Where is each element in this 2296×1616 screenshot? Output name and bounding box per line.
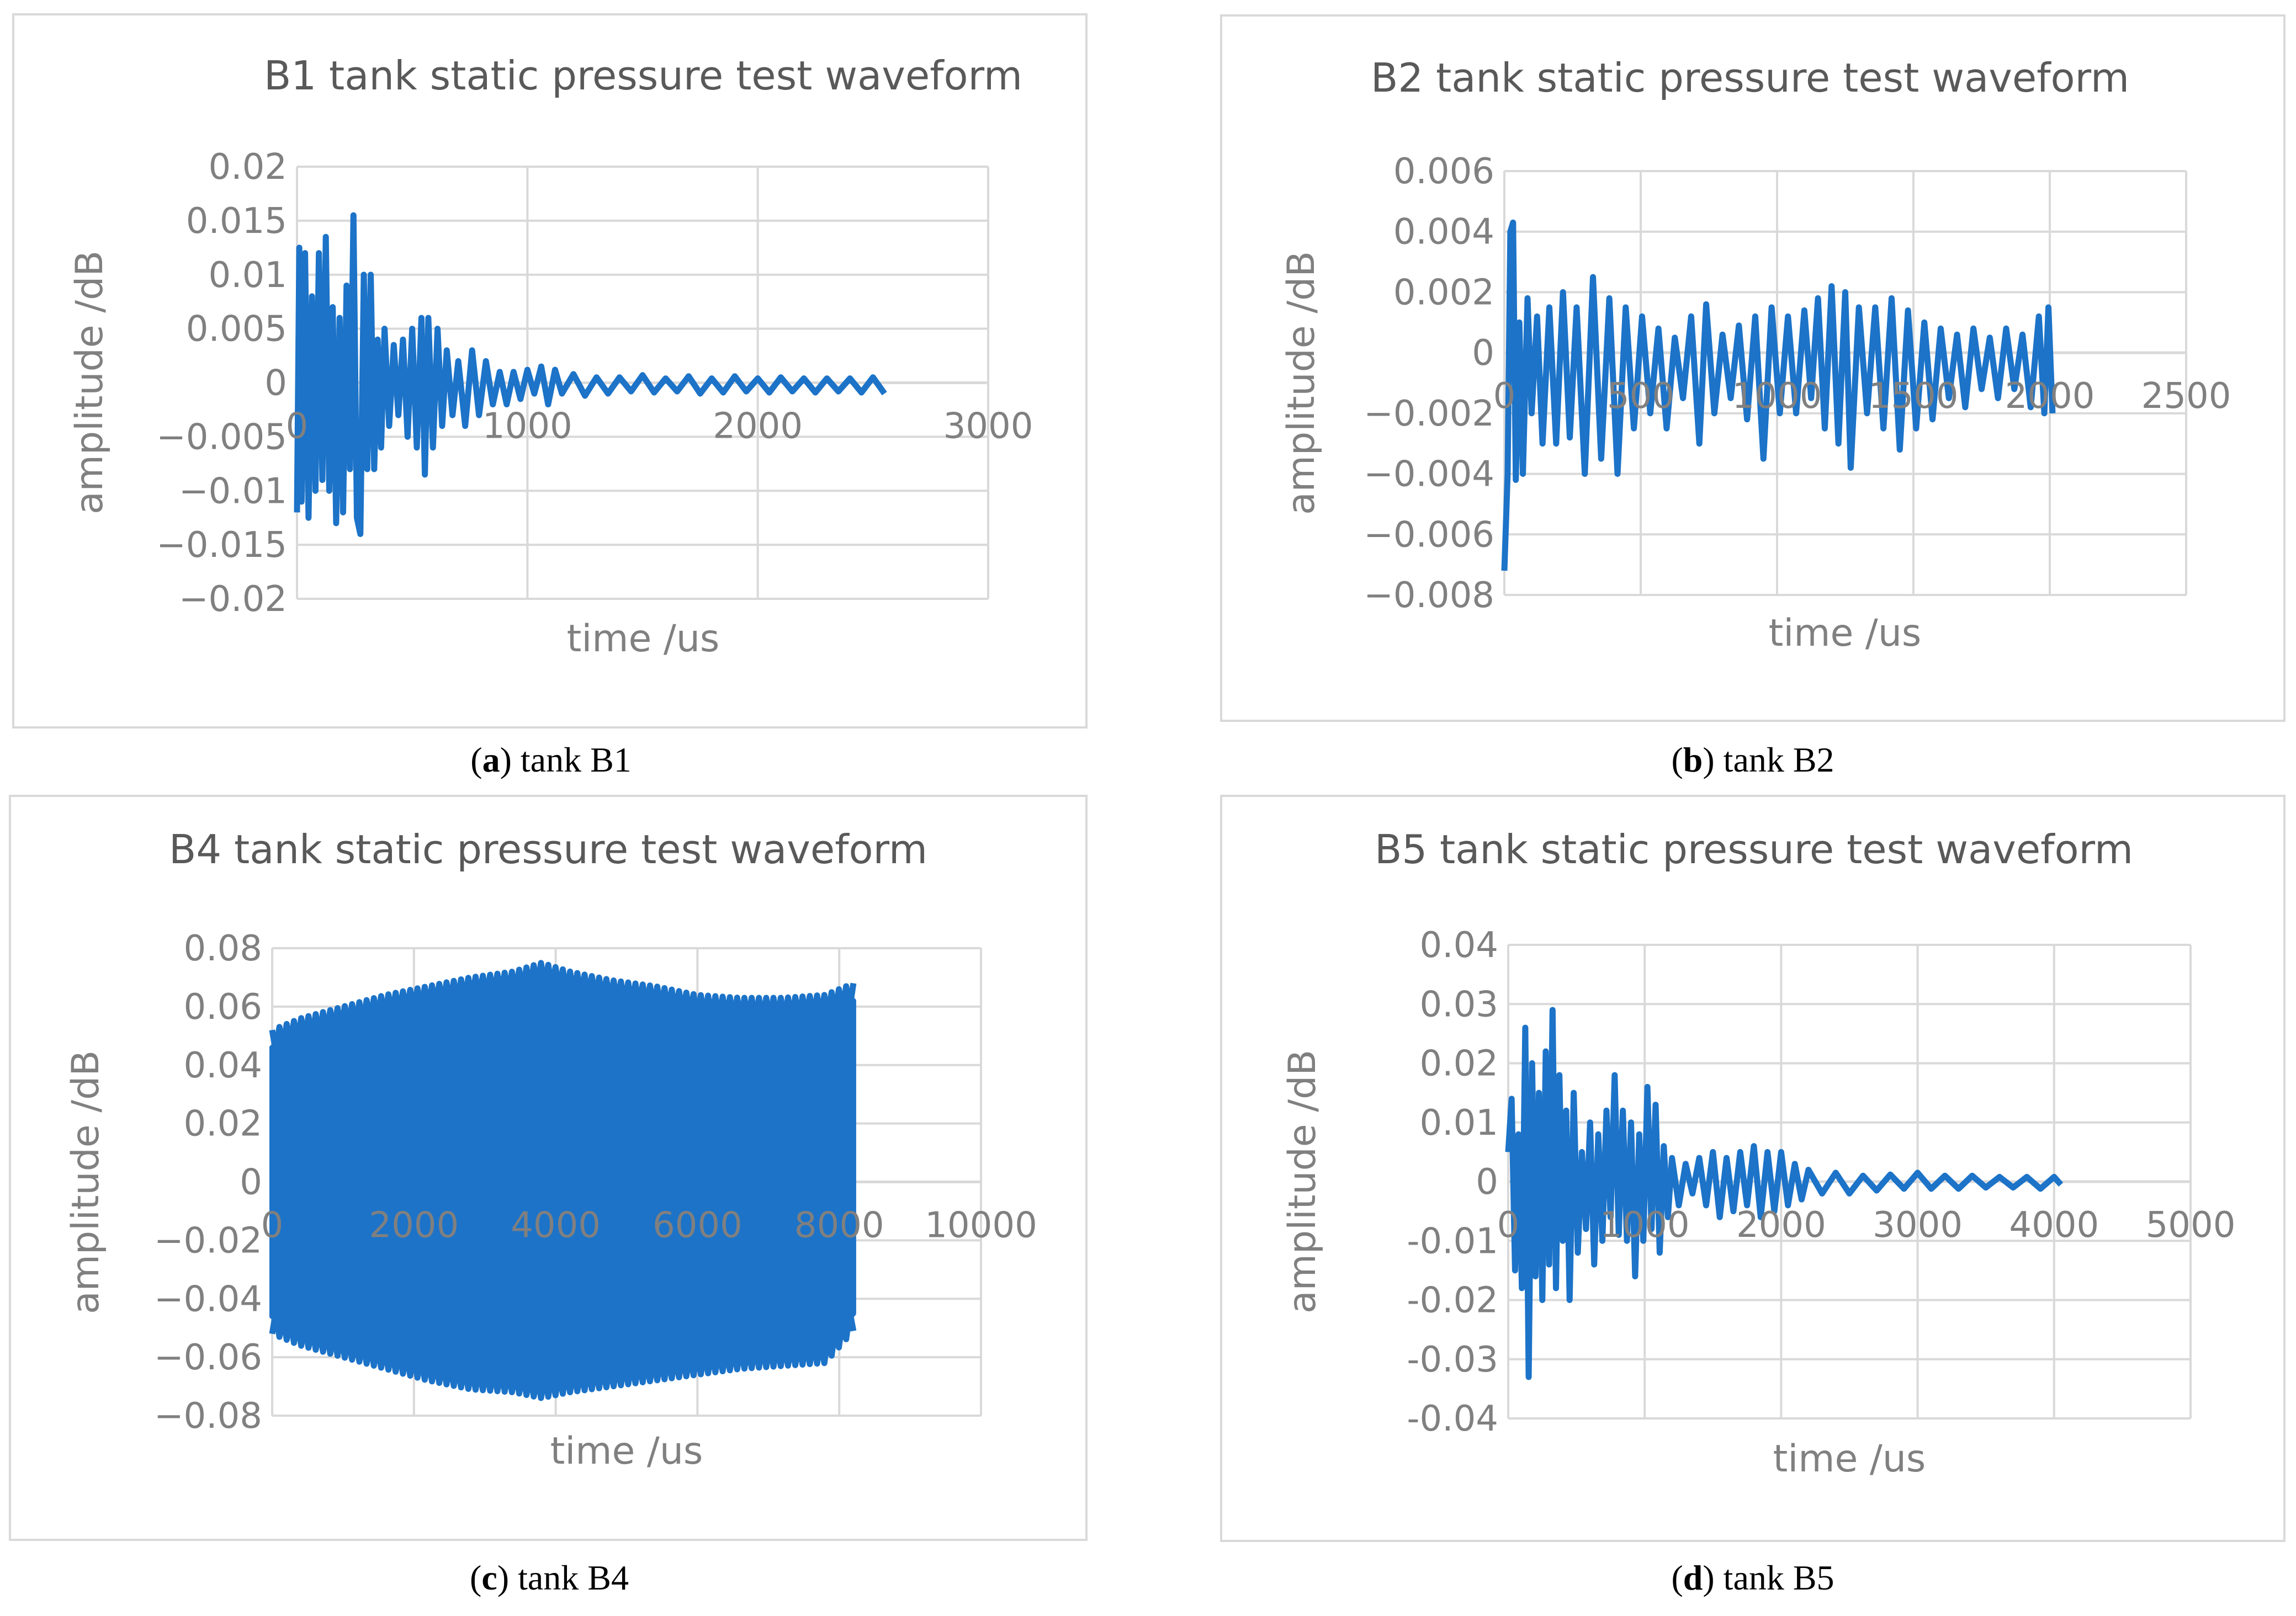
caption-letter: d — [1683, 1558, 1703, 1597]
y-tick-label: 0 — [1476, 1162, 1498, 1203]
chart-b1: B1 tank static pressure test waveform 0.0… — [68, 52, 1033, 661]
x-tick-label: 1000 — [1732, 376, 1822, 417]
x-tick-label: 4000 — [511, 1205, 601, 1246]
x-tick-label: 2000 — [2005, 376, 2095, 417]
caption-a: (a) tank B1 — [470, 740, 632, 779]
y-tick-label: −0.006 — [1364, 514, 1494, 555]
x-tick-label: 1500 — [1869, 376, 1959, 417]
waveform-line — [294, 212, 887, 538]
y-tick-label: −0.04 — [154, 1279, 262, 1320]
waveform-lower-edge — [269, 1309, 857, 1401]
y-axis-label: amplitude /dB — [1280, 251, 1323, 515]
x-tick-label: 0 — [261, 1205, 284, 1246]
y-tick-label: −0.015 — [156, 525, 287, 566]
y-tick-label: −0.005 — [156, 417, 287, 458]
y-tick-label: 0.02 — [209, 147, 288, 188]
y-tick-label: -0.03 — [1407, 1339, 1498, 1380]
x-tick-label: 10000 — [925, 1205, 1037, 1246]
chart-b2: B2 tank static pressure test waveform 0.0… — [1280, 55, 2231, 655]
chart-panel-b1: B1 tank static pressure test waveform 0.0… — [0, 0, 1148, 800]
x-axis-label: time /us — [1769, 612, 1922, 655]
y-tick-label: 0.005 — [186, 309, 287, 350]
x-axis-label: time /us — [567, 617, 720, 661]
caption-text: tank B1 — [511, 740, 632, 779]
y-tick-label: 0.01 — [209, 255, 288, 296]
x-axis-label: time /us — [550, 1429, 703, 1473]
caption-text: tank B2 — [1714, 740, 1834, 779]
chart-title: B4 tank static pressure test waveform — [169, 826, 927, 873]
y-tick-label: 0 — [1472, 333, 1494, 374]
x-tick-label: 0 — [286, 406, 309, 447]
waveform-upper-edge — [269, 960, 857, 1055]
y-tick-label: 0.015 — [186, 201, 287, 242]
y-tick-label: -0.04 — [1407, 1399, 1498, 1439]
y-tick-label: 0.02 — [1420, 1044, 1499, 1085]
chart-b4: B4 tank static pressure test waveform 0.0… — [64, 826, 1037, 1473]
caption-letter: c — [481, 1558, 497, 1597]
x-tick-label: 4000 — [2009, 1205, 2099, 1246]
x-tick-label: 3000 — [943, 406, 1033, 447]
x-tick-label: 8000 — [794, 1205, 884, 1246]
y-tick-label: 0.004 — [1393, 212, 1494, 253]
y-tick-label: −0.02 — [179, 579, 287, 620]
y-tick-label: 0.006 — [1393, 151, 1494, 192]
y-axis-label: amplitude /dB — [64, 1050, 108, 1314]
y-tick-label: −0.08 — [154, 1396, 262, 1437]
waveform-band — [269, 977, 856, 1384]
y-tick-label: 0.002 — [1393, 272, 1494, 313]
chart-panel-b4: B4 tank static pressure test waveform 0.0… — [0, 795, 1148, 1616]
y-tick-label: 0.04 — [1420, 925, 1499, 966]
chart-title: B2 tank static pressure test waveform — [1371, 55, 2129, 101]
y-tick-label: −0.004 — [1364, 454, 1494, 495]
chart-b5: B5 tank static pressure test waveform 0.0… — [1281, 826, 2236, 1481]
y-tick-label: 0.03 — [1420, 984, 1499, 1025]
x-tick-label: 0 — [1493, 376, 1516, 417]
y-tick-label: 0 — [240, 1162, 262, 1203]
caption-b: (b) tank B2 — [1671, 740, 1834, 779]
x-tick-label: 1000 — [482, 406, 572, 447]
chart-title: B5 tank static pressure test waveform — [1375, 826, 2133, 873]
x-tick-label: 3000 — [1873, 1205, 1963, 1246]
x-tick-label: 1000 — [1600, 1205, 1690, 1246]
waveform-line — [1501, 219, 2056, 571]
y-tick-label: −0.06 — [154, 1337, 262, 1378]
caption-c: (c) tank B4 — [470, 1558, 629, 1597]
x-tick-label: 2500 — [2141, 376, 2231, 417]
caption-letter: b — [1683, 740, 1703, 779]
y-axis-label: amplitude /dB — [1281, 1050, 1324, 1314]
x-tick-label: 2000 — [1736, 1205, 1826, 1246]
y-tick-label: 0.01 — [1420, 1103, 1499, 1144]
chart-panel-b2: B2 tank static pressure test waveform 0.0… — [1148, 0, 2296, 800]
y-tick-label: 0.08 — [184, 928, 263, 969]
x-tick-label: 6000 — [653, 1205, 743, 1246]
y-axis-label: amplitude /dB — [68, 251, 112, 514]
y-tick-label: 0.04 — [184, 1045, 263, 1086]
x-tick-label: 0 — [1497, 1205, 1520, 1246]
y-tick-label: 0.06 — [184, 987, 263, 1028]
caption-letter: a — [482, 740, 500, 779]
caption-d: (d) tank B5 — [1671, 1558, 1834, 1597]
x-axis-label: time /us — [1773, 1437, 1926, 1481]
y-tick-label: −0.002 — [1364, 394, 1494, 434]
x-tick-label: 5000 — [2146, 1205, 2236, 1246]
y-tick-label: −0.01 — [179, 471, 287, 512]
y-tick-label: -0.01 — [1407, 1221, 1498, 1262]
y-tick-label: 0 — [264, 363, 287, 404]
y-tick-label: −0.008 — [1364, 575, 1494, 616]
y-tick-label: −0.02 — [154, 1220, 262, 1261]
waveform-line — [1505, 1007, 2064, 1380]
chart-frame — [12, 13, 1088, 729]
x-tick-label: 2000 — [369, 1205, 459, 1246]
y-tick-label: 0.02 — [184, 1104, 263, 1145]
chart-panel-b5: B5 tank static pressure test waveform 0.0… — [1148, 795, 2296, 1616]
chart-title: B1 tank static pressure test waveform — [264, 52, 1022, 99]
x-tick-label: 500 — [1607, 376, 1674, 417]
y-tick-label: -0.02 — [1407, 1280, 1498, 1321]
caption-text: tank B4 — [509, 1558, 629, 1597]
caption-text: tank B5 — [1714, 1558, 1834, 1597]
x-tick-label: 2000 — [713, 406, 803, 447]
